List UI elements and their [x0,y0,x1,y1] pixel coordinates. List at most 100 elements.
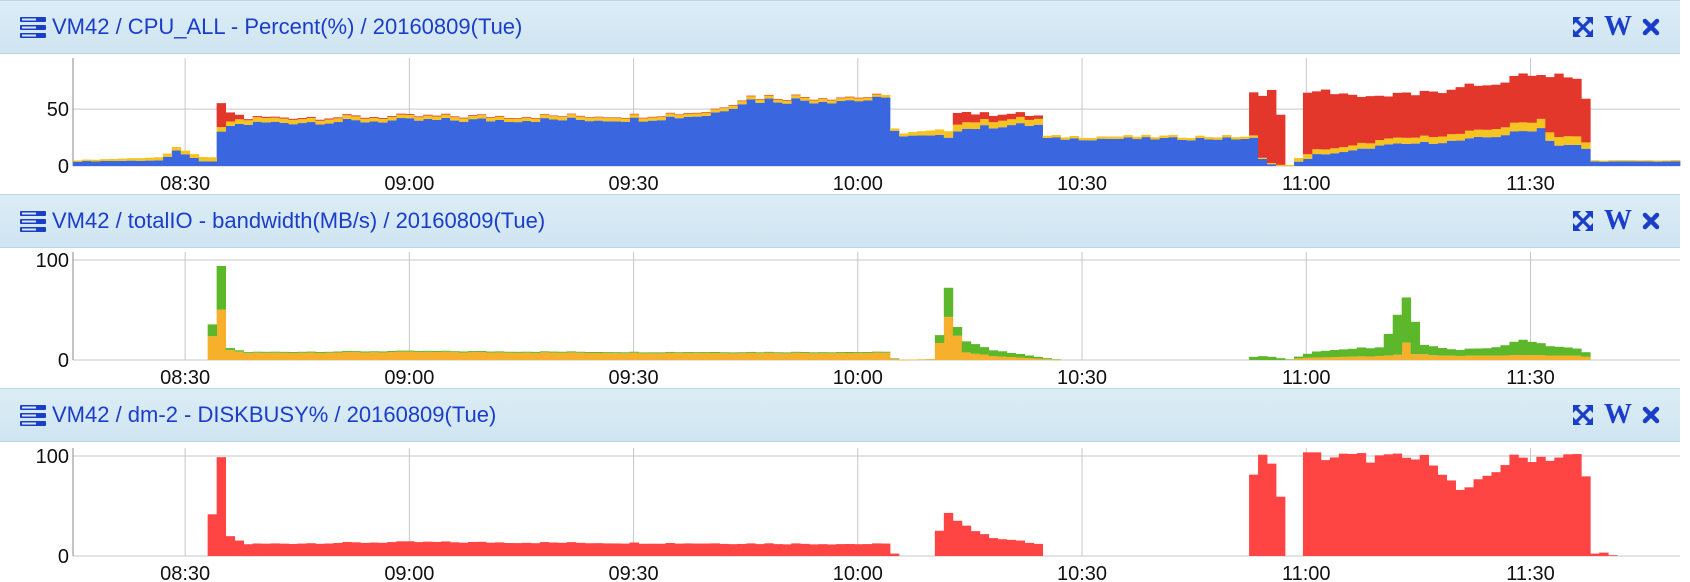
bar-sys [584,117,595,122]
bar-write [252,351,262,353]
bar-read [845,353,855,360]
bar-busy [845,543,855,556]
bar-wait [1276,114,1286,165]
bar-sys [916,131,927,136]
bar-busy [1473,479,1483,556]
bar-write [1006,352,1017,358]
bar-user [602,121,613,166]
bar-user [315,124,325,166]
bar-user [1267,164,1277,166]
bar-user [746,99,756,166]
bar-read [575,352,586,360]
bar-read [1383,355,1394,360]
bar-read [485,352,496,360]
bar-read [333,352,343,360]
bar-user [1087,140,1097,166]
bar-write [1446,349,1456,356]
bar-wait [656,116,666,117]
bar-wait [1572,78,1582,137]
expand-arrows-icon[interactable] [1570,207,1596,235]
bar-sys [1617,160,1627,162]
bar-busy [943,512,954,556]
bar-write [1509,341,1519,356]
bar-sys [656,116,666,121]
bar-busy [1365,462,1376,556]
bar-sys [1338,147,1349,153]
bar-write [1455,350,1465,356]
x-tick-label: 11:30 [1506,367,1555,386]
wiki-button[interactable]: W [1604,399,1632,430]
bar-write [970,344,981,354]
bar-sys [880,94,891,98]
bar-user [530,122,541,166]
bar-sys [638,118,648,122]
bar-wait [432,115,442,117]
expand-arrows-icon[interactable] [1570,13,1596,41]
bar-user [1491,137,1501,166]
bar-write [351,351,361,353]
bar-wait [611,117,622,119]
bar-sys [1311,149,1322,155]
x-tick-label: 11:00 [1282,563,1331,582]
bar-user [1114,138,1124,166]
bar-wait [1536,75,1546,119]
bar-user [1293,161,1304,166]
bar-read [243,353,253,360]
bar-user [216,131,227,166]
expand-arrows-icon[interactable] [1570,401,1596,429]
bar-read [934,342,945,360]
bar-wait [1509,75,1519,123]
bar-user [252,121,262,166]
bar-user [1383,144,1394,166]
wiki-button[interactable]: W [1604,205,1632,236]
bar-write [360,351,370,353]
bar-sys [1455,133,1465,141]
bar-wait [521,116,532,118]
bar-read [539,352,550,360]
close-x-icon[interactable] [1638,13,1664,41]
bar-write [863,352,873,354]
bar-user [827,103,837,166]
bar-sys [1222,135,1232,138]
bar-write [782,352,792,354]
bar-write [243,352,253,354]
bar-wait [387,116,397,118]
bar-busy [1527,462,1537,556]
bar-sys [243,120,253,125]
bar-user [539,118,550,166]
series-wait [216,73,1591,165]
bar-write [1581,352,1591,357]
bar-read [683,353,693,360]
bar-busy [1536,456,1546,556]
bar-wait [593,116,604,118]
bar-sys [539,114,550,119]
bar-wait [548,115,559,117]
bar-user [1240,138,1250,166]
close-x-icon[interactable] [1638,401,1664,429]
bar-user [485,121,496,166]
bar-wait [988,115,999,123]
bar-write [737,352,747,354]
bar-user [1186,140,1196,166]
bar-busy [1302,452,1313,556]
bar-write [530,351,541,353]
bar-read [512,352,523,360]
bar-sys [692,113,702,117]
bar-user [144,160,155,166]
bar-user [198,161,209,166]
bar-user [952,131,963,166]
bar-wait [1356,96,1367,143]
close-x-icon[interactable] [1638,207,1664,235]
bar-busy [773,544,783,556]
x-tick-label: 09:30 [609,367,659,386]
wiki-button[interactable]: W [1604,11,1632,42]
bar-user [126,160,137,166]
bar-user [297,123,307,166]
bar-wait [459,117,469,119]
bar-read [1518,355,1528,360]
bar-wait [1518,73,1528,123]
cpu-chart-svg: 0 50 08:30 09:00 09:30 10:00 10:30 11:00 11:30 [47,58,1681,192]
bar-busy [880,543,891,556]
bar-sys [1213,137,1223,140]
bar-wait [1258,95,1268,158]
